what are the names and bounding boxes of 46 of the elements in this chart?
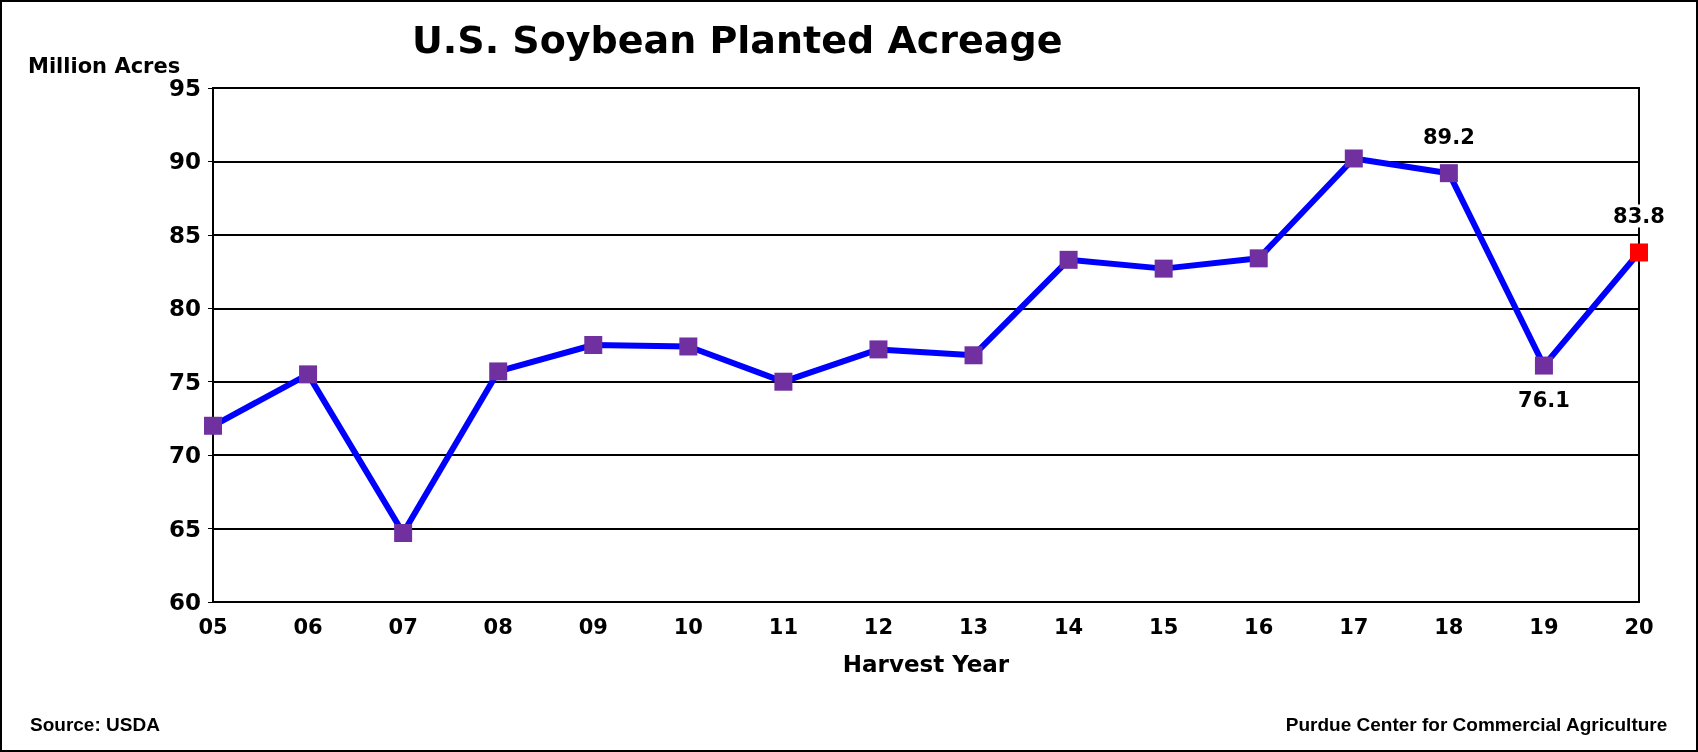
point [1439,164,1458,183]
source-note: Source: USDA [30,714,161,735]
x-tick-label: 07 [388,614,418,639]
point [1249,249,1268,268]
x-tick-label: 08 [483,614,513,639]
x-tick-label: 09 [578,614,608,639]
chart-title: U.S. Soybean Planted Acreage [412,18,1063,62]
x-axis-title: Harvest Year [842,650,1010,677]
point [679,337,698,356]
x-tick-label: 17 [1339,614,1369,639]
x-tick-label: 06 [293,614,323,639]
point [394,523,413,542]
point [774,372,793,391]
y-tick-label: 65 [168,515,201,542]
y-tick-label: 75 [168,368,201,395]
point [964,346,983,365]
x-tick-label: 15 [1149,614,1179,639]
x-tick-label: 19 [1529,614,1559,639]
data-label: 83.8 [1613,203,1665,228]
data-label: 76.1 [1518,388,1570,413]
data-label: 89.2 [1422,124,1475,149]
x-tick-label: 12 [863,614,894,639]
y-tick-label: 60 [168,589,201,615]
point [1154,259,1173,278]
x-tick-label: 20 [1624,614,1654,639]
y-tick-label: 70 [168,442,201,469]
x-tick-label: 13 [958,614,989,639]
point [299,365,318,384]
text: Purdue Center for Commercial Agriculture [1285,714,1668,735]
x-tick-label: 16 [1244,614,1274,639]
point [489,362,508,381]
x-tick-label: 10 [673,614,703,639]
point [204,416,222,435]
point [869,340,888,359]
x-tick-label: 05 [198,614,228,639]
point [1059,250,1078,269]
x-tick-label: 18 [1434,614,1464,639]
y-tick-label: 80 [168,295,201,322]
y-tick-label: 85 [168,221,201,248]
y-tick-label: 90 [168,148,201,175]
x-tick-label: 11 [768,614,799,639]
point [1344,149,1363,168]
point [1534,356,1553,375]
point [584,336,603,354]
point [1630,243,1648,262]
x-tick-label: 14 [1053,614,1084,639]
